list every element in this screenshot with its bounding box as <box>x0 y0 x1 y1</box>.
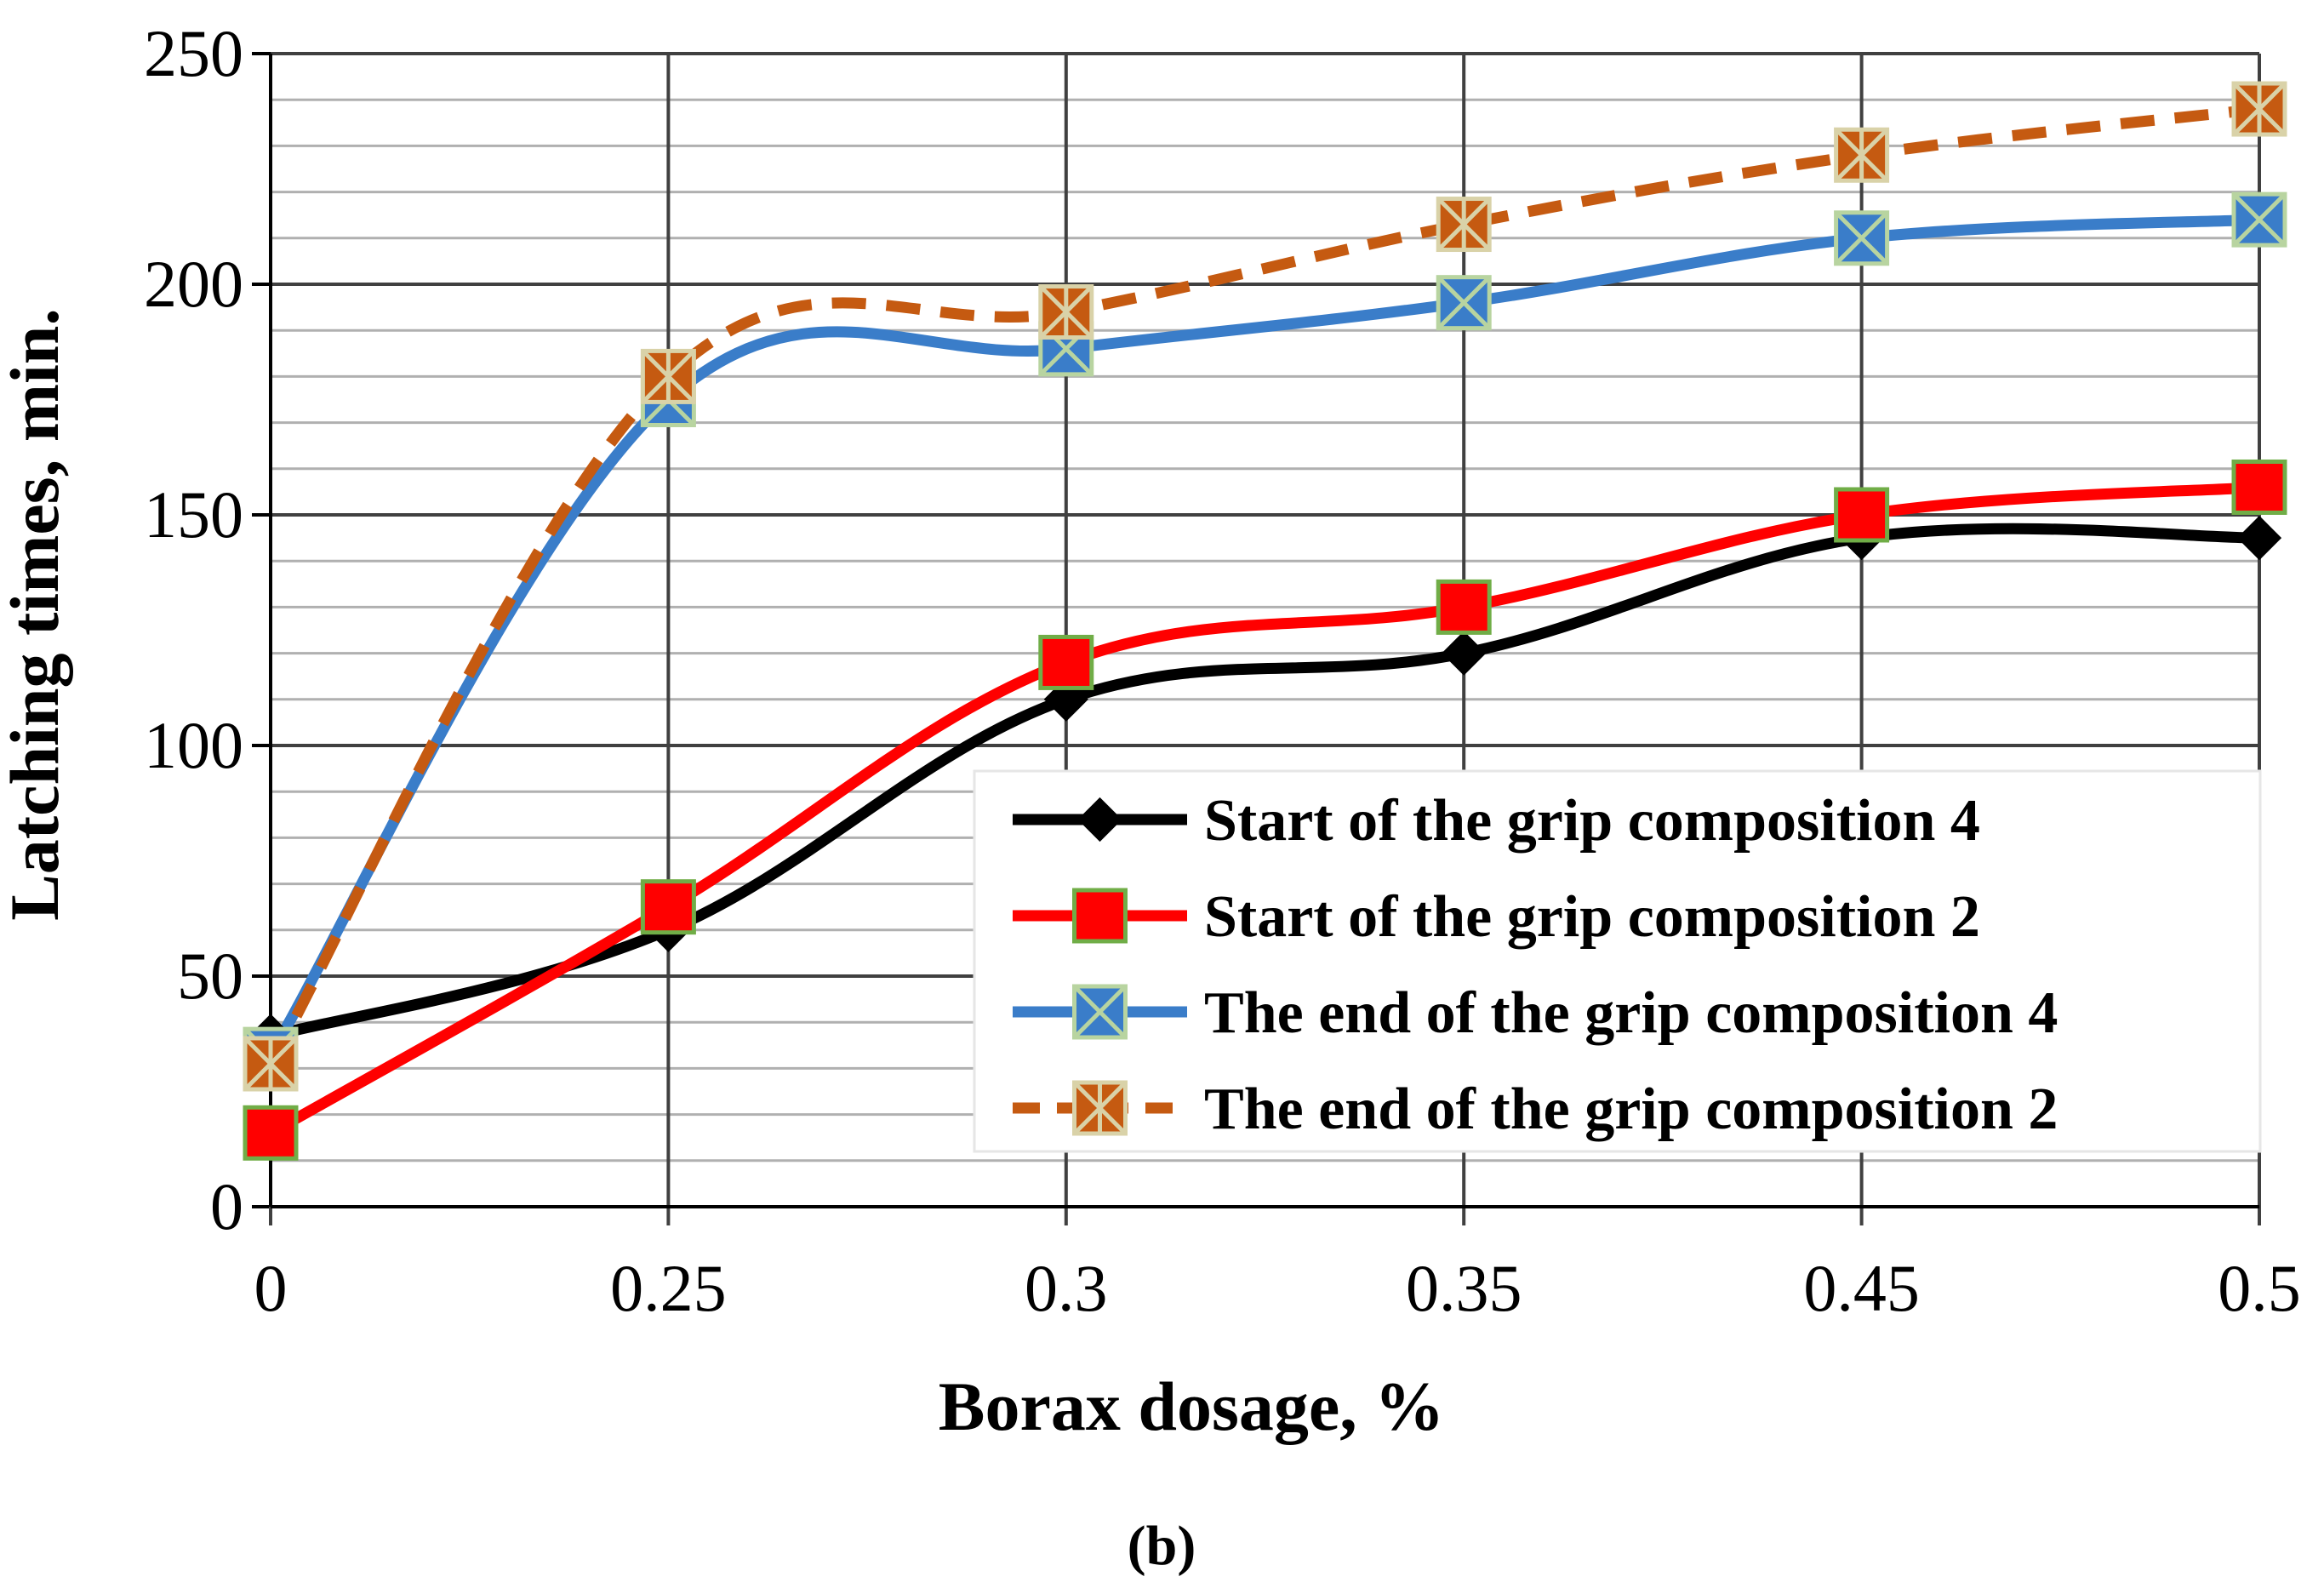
data-point-series-3 <box>1436 275 1492 331</box>
y-tick-label: 200 <box>144 247 243 321</box>
legend: Start of the grip composition 4 Start of … <box>973 769 2262 1153</box>
square-marker <box>1436 579 1492 635</box>
data-point-series-2 <box>243 1105 299 1161</box>
legend-marker <box>1072 1080 1128 1136</box>
x-tick-label: 0.5 <box>2218 1251 2301 1325</box>
data-point-series-4 <box>640 348 696 404</box>
figure-caption: (b) <box>1128 1515 1196 1577</box>
square-marker <box>1834 487 1890 543</box>
x-tick-label: 0.45 <box>1803 1251 1920 1325</box>
x-tick-label: 0 <box>254 1251 288 1325</box>
data-point-series-2 <box>1038 634 1094 690</box>
data-point-series-3 <box>2231 191 2287 248</box>
legend-box <box>973 769 2262 1153</box>
x-axis-title: Borax dosage, % <box>939 1368 1445 1445</box>
y-tick-label: 50 <box>177 939 243 1013</box>
data-point-series-4 <box>1436 197 1492 253</box>
legend-label: Start of the grip composition 2 <box>1204 884 1980 950</box>
square-marker <box>1038 634 1094 690</box>
data-point-series-3 <box>1834 210 1890 266</box>
diamond-marker <box>1077 797 1122 843</box>
data-point-series-2 <box>1834 487 1890 543</box>
x-cross <box>1834 211 1889 266</box>
data-point-series-4 <box>1038 284 1094 340</box>
data-point-series-2 <box>640 879 696 935</box>
data-point-series-4 <box>1834 127 1890 183</box>
diamond-marker <box>2236 515 2282 561</box>
y-tick-label: 250 <box>144 16 243 90</box>
y-axis-title: Latching times, min. <box>0 308 73 921</box>
legend-label: Start of the grip composition 4 <box>1204 788 1980 854</box>
data-point-series-4 <box>2231 81 2287 137</box>
x-tick-label: 0.25 <box>610 1251 727 1325</box>
series-line-2 <box>265 481 2265 1139</box>
legend-entry-2: Start of the grip composition 2 <box>1013 884 1980 950</box>
square-marker <box>2231 459 2287 515</box>
legend-marker <box>1072 984 1128 1040</box>
square-marker <box>1072 888 1128 944</box>
legend-entry-3: The end of the grip composition 4 <box>1013 980 2058 1046</box>
x-tick-label: 0.35 <box>1406 1251 1522 1325</box>
series-markers <box>243 81 2287 1161</box>
legend-marker <box>1072 888 1128 944</box>
axis-ticks: 0 50 100 150 200 250 0 0.25 0.3 0.35 0.45 0.5 <box>144 16 2301 1325</box>
data-point-series-4 <box>243 1036 299 1092</box>
legend-label: The end of the grip composition 4 <box>1204 980 2058 1046</box>
x-cross <box>1436 275 1491 330</box>
legend-marker <box>1077 797 1122 843</box>
x-cross <box>1072 985 1128 1039</box>
data-point-series-1 <box>1442 631 1487 676</box>
square-marker <box>243 1105 299 1161</box>
data-point-series-2 <box>1436 579 1492 635</box>
y-tick-label: 100 <box>144 708 243 782</box>
x-tick-label: 0.3 <box>1025 1251 1108 1325</box>
data-point-series-2 <box>2231 459 2287 515</box>
x-cross <box>2232 192 2287 247</box>
legend-entry-1: Start of the grip composition 4 <box>1013 788 1980 854</box>
y-tick-label: 0 <box>210 1169 243 1243</box>
legend-label: The end of the grip composition 2 <box>1204 1077 2058 1142</box>
square-marker <box>640 879 696 935</box>
series-line-1 <box>265 523 2265 1042</box>
data-point-series-1 <box>2236 515 2282 561</box>
legend-entry-4: The end of the grip composition 2 <box>1013 1077 2058 1142</box>
y-tick-label: 150 <box>144 477 243 551</box>
diamond-marker <box>1442 631 1487 676</box>
